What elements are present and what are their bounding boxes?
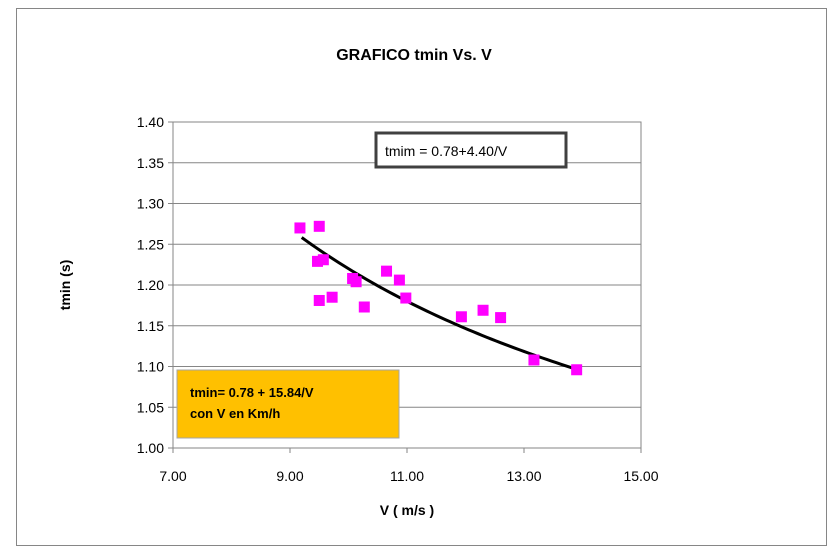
data-point	[311, 255, 323, 267]
note-box: tmin= 0.78 + 15.84/V con V en Km/h	[176, 369, 400, 439]
chart-title: GRAFICO tmin Vs. V	[336, 47, 492, 64]
y-tick-label: 1.30	[137, 196, 164, 212]
y-axis-label: tmin (s)	[57, 260, 73, 311]
note-box-frame	[176, 369, 400, 439]
y-tick-label: 1.10	[137, 359, 164, 375]
y-tick-label: 1.25	[137, 236, 164, 252]
data-points-layer	[294, 220, 583, 376]
note-line-2: con V en Km/h	[190, 406, 280, 421]
data-point	[495, 312, 507, 324]
data-point	[381, 265, 393, 277]
data-point	[393, 274, 405, 286]
data-point	[350, 276, 362, 288]
data-point	[317, 254, 329, 266]
x-axis-label: V ( m/s )	[380, 502, 434, 518]
y-tick-label: 1.05	[137, 399, 164, 415]
equation-text: tmim = 0.78+4.40/V	[385, 143, 508, 159]
data-point	[455, 311, 467, 323]
tick-labels: 1.00 1.05 1.10 1.15 1.20 1.25 1.30 1.35 1.40 7.00…	[137, 114, 659, 484]
x-tick-label: 9.00	[276, 468, 303, 484]
data-point	[313, 220, 325, 232]
data-point	[358, 301, 370, 313]
fit-curve	[300, 236, 581, 372]
plot-area	[172, 121, 642, 449]
x-tick-label: 11.00	[390, 468, 424, 484]
equation-box-frame	[374, 131, 568, 169]
data-point	[477, 304, 489, 316]
y-tick-label: 1.00	[137, 440, 164, 456]
data-point	[528, 354, 540, 366]
note-line-1: tmin= 0.78 + 15.84/V	[190, 385, 314, 400]
data-point	[571, 364, 583, 376]
y-tick-label: 1.15	[137, 318, 164, 334]
x-tick-label: 7.00	[159, 468, 186, 484]
data-point	[294, 222, 306, 234]
x-tick-label: 13.00	[506, 468, 541, 484]
chart-frame	[16, 8, 827, 546]
y-tick-label: 1.40	[137, 114, 164, 130]
y-tick-label: 1.35	[137, 155, 164, 171]
data-point	[326, 291, 338, 303]
equation-box: tmim = 0.78+4.40/V	[374, 131, 568, 169]
y-tick-label: 1.20	[137, 277, 164, 293]
data-point	[313, 294, 325, 306]
x-tick-label: 15.00	[623, 468, 658, 484]
fit-curve-layer	[300, 236, 581, 372]
data-point	[400, 292, 412, 304]
